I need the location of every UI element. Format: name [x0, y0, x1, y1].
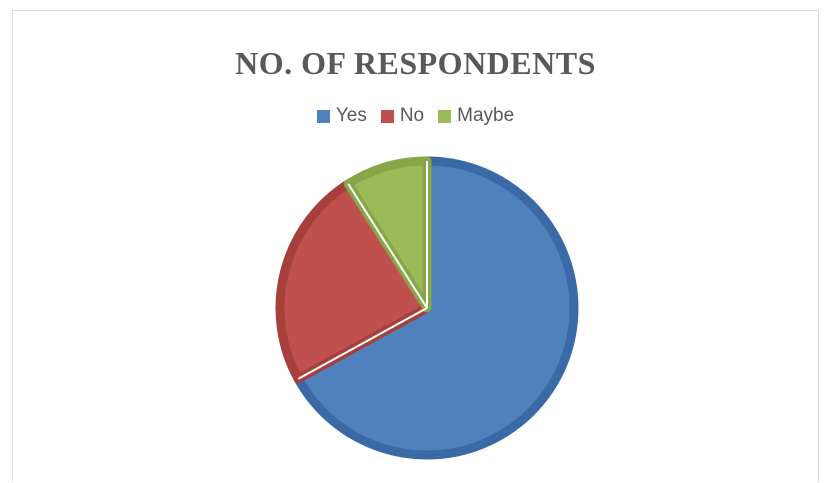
chart-title: NO. OF RESPONDENTS — [235, 45, 596, 81]
legend-swatch-no — [380, 109, 394, 123]
legend-item-maybe: Maybe — [438, 105, 514, 127]
pie-separator — [347, 183, 428, 309]
legend-label-no: No — [399, 105, 425, 126]
pie-slice-maybe — [343, 156, 432, 313]
chart-frame: NO. OF RESPONDENTS Yes No Maybe — [12, 10, 819, 482]
pie-chart — [275, 156, 579, 460]
legend-swatch-yes — [316, 109, 330, 123]
pie-slice-no — [275, 179, 432, 384]
pie-slice-yes — [293, 156, 579, 460]
legend-swatch-maybe — [438, 109, 452, 123]
legend-label-yes: Yes — [335, 105, 367, 126]
pie-separator — [297, 307, 428, 380]
legend-item-no: No — [380, 105, 425, 127]
legend-item-yes: Yes — [316, 105, 367, 127]
legend-label-maybe: Maybe — [457, 105, 515, 126]
chart-legend: Yes No Maybe — [13, 105, 818, 127]
